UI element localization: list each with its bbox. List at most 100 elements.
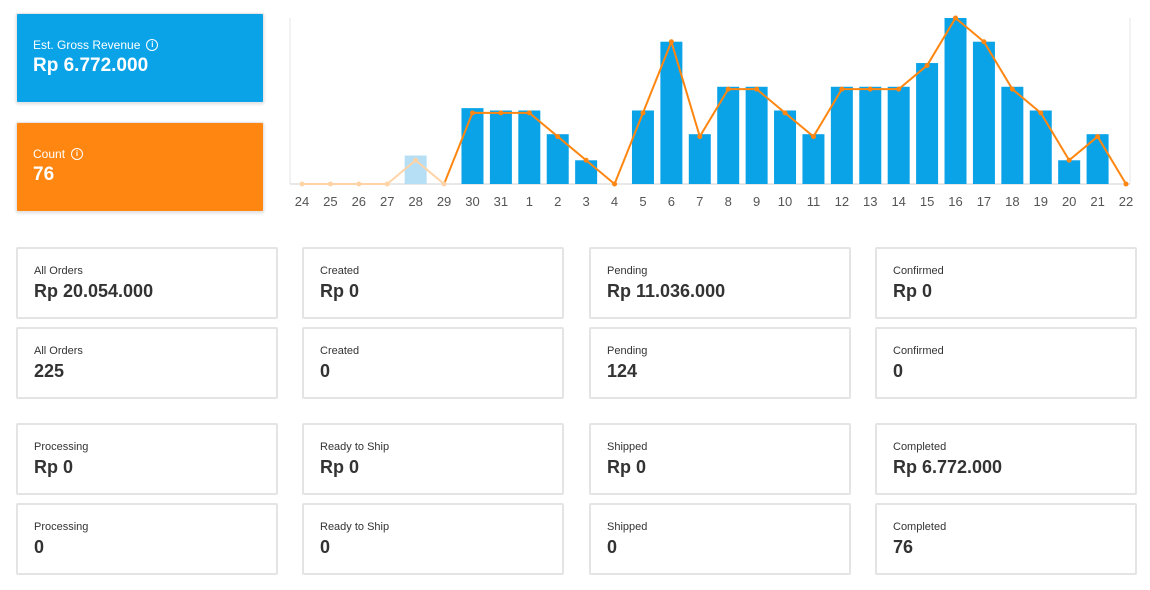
card-value: Rp 11.036.000 — [607, 281, 726, 301]
x-tick-label: 10 — [778, 194, 792, 209]
card-confirmed-revenue[interactable]: Confirmed Rp 0 — [875, 247, 1137, 319]
card-confirmed-count[interactable]: Confirmed 0 — [875, 327, 1137, 399]
chart-line-segment — [443, 112, 474, 185]
card-ready-to-ship-count[interactable]: Ready to Ship 0 — [302, 503, 564, 575]
x-tick-label: 27 — [380, 194, 394, 209]
card-label: All Orders — [34, 345, 83, 357]
chart-line-segment — [1096, 136, 1127, 185]
chart-point — [1095, 134, 1101, 140]
chart-line-segment — [1039, 112, 1071, 161]
card-label: Confirmed — [893, 265, 944, 277]
revenue-kpi-card[interactable]: Est. Gross Revenue i Rp 6.772.000 — [16, 13, 264, 103]
x-tick-label: 2 — [554, 194, 561, 209]
count-kpi-label-row: Count i — [33, 147, 247, 161]
card-all-orders-revenue[interactable]: All Orders Rp 20.054.000 — [16, 247, 278, 319]
card-value: 0 — [893, 361, 904, 381]
chart-bar — [1058, 160, 1081, 184]
count-kpi-card[interactable]: Count i 76 — [16, 122, 264, 212]
revenue-kpi-value: Rp 6.772.000 — [33, 55, 149, 76]
card-value: Rp 0 — [320, 457, 360, 477]
card-label: Completed — [893, 441, 947, 453]
chart-line-segment — [415, 159, 445, 185]
revenue-kpi-label-row: Est. Gross Revenue i — [33, 38, 247, 52]
chart-bar — [404, 155, 427, 184]
chart-point — [413, 157, 419, 163]
card-ready-to-ship-revenue[interactable]: Ready to Ship Rp 0 — [302, 423, 564, 495]
chart-line-segment — [386, 159, 417, 185]
card-value: 76 — [893, 537, 914, 557]
card-pending-count[interactable]: Pending 124 — [589, 327, 851, 399]
info-icon[interactable]: i — [71, 148, 84, 160]
chart-bar — [830, 86, 853, 184]
card-all-orders-count[interactable]: All Orders 225 — [16, 327, 278, 399]
chart-line-segment — [585, 159, 616, 185]
chart-point — [469, 110, 475, 116]
card-value: Rp 0 — [34, 457, 74, 477]
card-label: All Orders — [34, 265, 83, 277]
x-tick-label: 24 — [295, 194, 309, 209]
x-tick-label: 4 — [611, 194, 618, 209]
card-value: Rp 0 — [320, 281, 360, 301]
x-tick-label: 9 — [753, 194, 760, 209]
x-tick-label: 17 — [977, 194, 991, 209]
chart-point — [1009, 86, 1015, 92]
card-label: Completed — [893, 521, 947, 533]
chart-line-segment — [1068, 135, 1099, 162]
chart-point — [668, 39, 674, 45]
chart-point — [526, 110, 532, 116]
chart-line-segment — [954, 17, 985, 43]
chart-bar — [1029, 110, 1052, 184]
card-created-count[interactable]: Created 0 — [302, 327, 564, 399]
chart-point — [356, 181, 362, 187]
chart-bar — [745, 86, 768, 184]
card-value: 0 — [34, 537, 45, 557]
card-pending-revenue[interactable]: Pending Rp 11.036.000 — [589, 247, 851, 319]
card-completed-count[interactable]: Completed 76 — [875, 503, 1137, 575]
chart-bar — [688, 134, 711, 184]
x-tick-label: 14 — [891, 194, 905, 209]
info-icon[interactable]: i — [146, 39, 159, 51]
chart-point — [697, 134, 703, 140]
chart-point — [612, 181, 618, 187]
chart-line-segment — [698, 88, 730, 138]
card-value: 225 — [34, 361, 65, 381]
card-processing-count[interactable]: Processing 0 — [16, 503, 278, 575]
chart-point — [441, 181, 447, 187]
x-tick-label: 25 — [323, 194, 337, 209]
x-tick-label: 16 — [948, 194, 962, 209]
x-tick-label: 26 — [352, 194, 366, 209]
x-tick-label: 20 — [1062, 194, 1076, 209]
chart-line-segment — [670, 41, 701, 137]
x-tick-label: 30 — [465, 194, 479, 209]
chart-line-segment — [613, 112, 644, 185]
revenue-kpi-label: Est. Gross Revenue — [33, 38, 141, 52]
card-created-revenue[interactable]: Created Rp 0 — [302, 247, 564, 319]
card-value: Rp 6.772.000 — [893, 457, 1003, 477]
daily-chart-svg: 24 25 26 27 28 29 30 31 1 2 3 4 5 6 7 8 9 10 11 12 13 14 15 16 1… — [289, 15, 1133, 209]
chart-point — [867, 86, 873, 92]
card-label: Ready to Ship — [320, 441, 390, 453]
x-tick-label: 15 — [920, 194, 934, 209]
x-tick-label: 21 — [1090, 194, 1104, 209]
card-processing-revenue[interactable]: Processing Rp 0 — [16, 423, 278, 495]
x-tick-label: 31 — [494, 194, 508, 209]
chart-point — [924, 62, 930, 68]
card-completed-revenue[interactable]: Completed Rp 6.772.000 — [875, 423, 1137, 495]
x-tick-label: 12 — [835, 194, 849, 209]
chart-point — [782, 110, 788, 116]
x-tick-label: 1 — [526, 194, 533, 209]
count-kpi-label: Count — [33, 147, 66, 161]
card-label: Shipped — [607, 521, 648, 533]
x-tick-label: 13 — [863, 194, 877, 209]
x-tick-label: 28 — [408, 194, 422, 209]
chart-point — [981, 39, 987, 45]
chart-bar — [489, 110, 512, 184]
card-value: 124 — [607, 361, 638, 381]
daily-chart[interactable]: 24 25 26 27 28 29 30 31 1 2 3 4 5 6 7 8 9 10 11 12 13 14 15 16 1… — [280, 8, 1140, 218]
chart-point — [384, 181, 390, 187]
card-shipped-revenue[interactable]: Shipped Rp 0 — [589, 423, 851, 495]
card-shipped-count[interactable]: Shipped 0 — [589, 503, 851, 575]
card-value: Rp 20.054.000 — [34, 281, 154, 301]
chart-line-segment — [642, 41, 673, 114]
chart-line-segment — [528, 112, 559, 138]
